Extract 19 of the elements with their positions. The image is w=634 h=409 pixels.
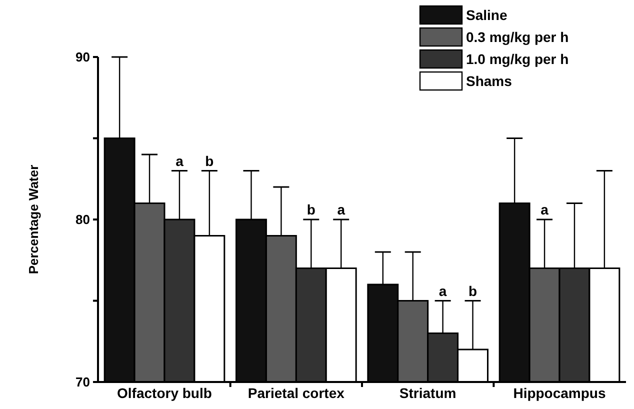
x-tick-label: Olfactory bulb [117,385,212,401]
legend-label: 0.3 mg/kg per h [466,28,569,45]
annotation: b [468,282,478,299]
annotation: a [438,282,447,299]
legend-label: Saline [466,6,508,23]
annotation: b [306,202,316,218]
annotation: a [176,152,184,169]
y-tick-label: 90 [76,50,90,65]
x-tick-label: Striatum [399,385,456,401]
annotation: a [540,202,549,218]
legend-label: Shams [466,72,512,89]
y-tick-label: 70 [76,374,90,390]
x-tick-label: Parietal cortex [248,385,345,401]
legend-label: 1.0 mg/kg per h [466,50,569,67]
y-tick-label: 80 [76,212,90,228]
y-axis-title: Percentage Water [26,164,41,274]
annotation: a [337,202,346,218]
annotation: b [205,152,214,169]
x-tick-label: Hippocampus [513,385,606,401]
